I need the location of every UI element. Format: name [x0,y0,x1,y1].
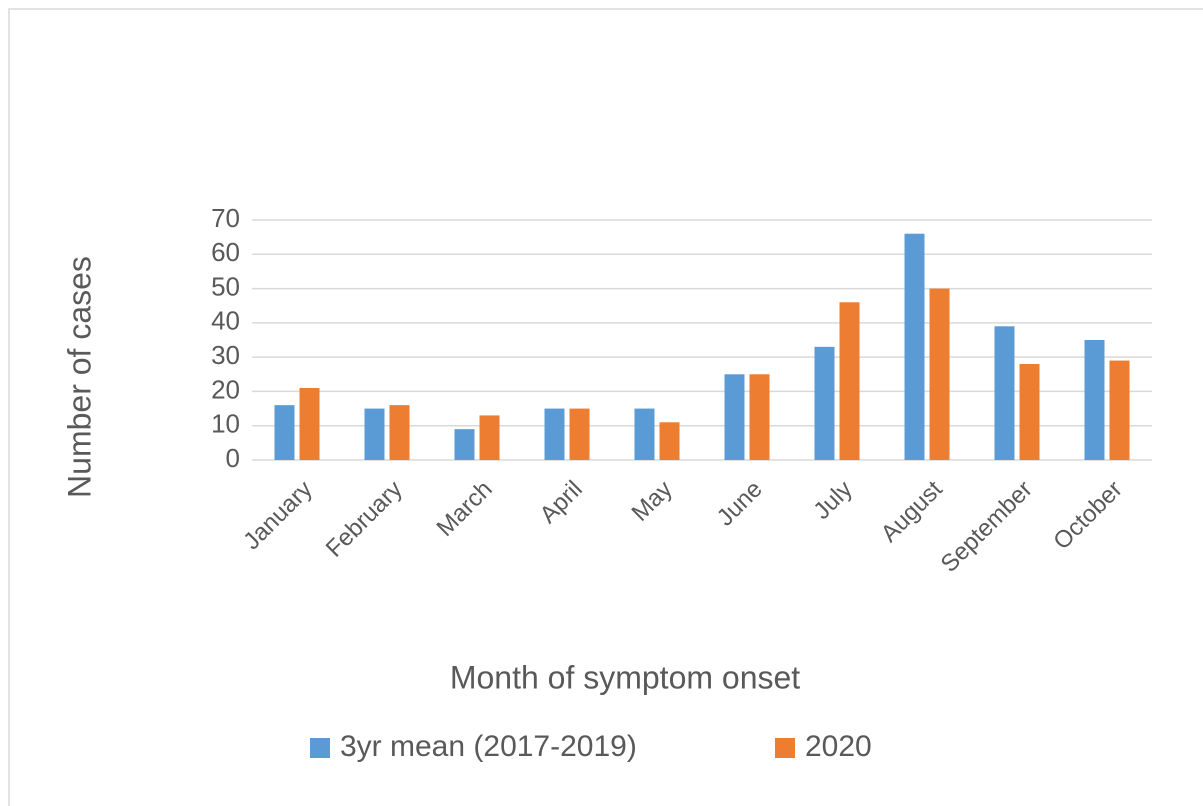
x-tick-label: October [1048,476,1127,555]
x-tick-label: April [535,476,588,529]
bar [724,374,745,460]
bar [479,415,500,460]
x-tick-label: February [321,476,408,563]
bar [839,302,860,460]
bar [544,408,565,460]
bar [389,405,410,460]
chart-border [8,8,1203,806]
bar [1084,340,1105,460]
y-tick-label: 0 [226,443,240,473]
bar [569,408,590,460]
x-tick-label: July [808,476,857,525]
y-axis-title: Number of cases [61,256,97,498]
bar [1019,364,1040,460]
y-tick-label: 20 [211,374,240,404]
x-tick-label: June [712,476,768,532]
legend-swatch [775,738,795,758]
bar [929,288,950,460]
y-tick-label: 70 [211,203,240,233]
x-tick-label: January [238,476,317,555]
x-tick-label: August [876,475,948,547]
y-tick-label: 30 [211,340,240,370]
bar [1109,360,1130,460]
x-axis-title: Month of symptom onset [450,659,800,695]
bar [634,408,655,460]
bar [749,374,770,460]
legend-label: 3yr mean (2017-2019) [340,730,637,763]
bar [814,346,835,460]
y-tick-label: 50 [211,271,240,301]
y-tick-label: 10 [211,409,240,439]
x-tick-label: May [627,476,678,527]
bar [274,405,295,460]
bar [659,422,680,460]
bar [299,388,320,460]
legend-label: 2020 [805,730,872,763]
bar [454,429,475,460]
y-tick-label: 60 [211,237,240,267]
bar [904,233,925,460]
x-tick-label: September [936,476,1038,578]
bar [994,326,1015,460]
y-tick-label: 40 [211,306,240,336]
bar [364,408,385,460]
legend-swatch [310,738,330,758]
x-tick-label: March [431,476,497,542]
